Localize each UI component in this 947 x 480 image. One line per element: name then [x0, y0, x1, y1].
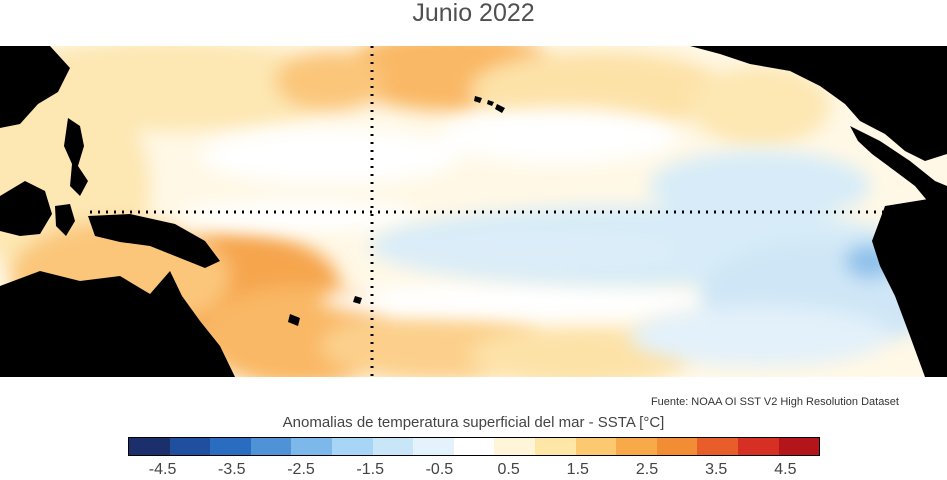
- colorbar-tick-label: -3.5: [218, 461, 246, 478]
- colorbar-swatch: [250, 438, 292, 455]
- colorbar-tick-label: -2.5: [287, 461, 315, 478]
- colorbar-swatch: [331, 438, 373, 455]
- colorbar-swatch: [169, 438, 211, 455]
- neutral-anomaly-regions: [180, 108, 720, 319]
- colorbar-swatch: [697, 438, 738, 455]
- colorbar-tick-label: -0.5: [425, 461, 454, 478]
- colorbar-swatch: [453, 438, 495, 455]
- colorbar-tick-label: 0.5: [497, 461, 520, 478]
- colorbar-swatch: [129, 438, 170, 455]
- colorbar: [128, 437, 820, 456]
- colorbar-swatch: [372, 438, 414, 455]
- colorbar-swatch: [656, 438, 698, 455]
- colorbar-swatch: [413, 438, 454, 455]
- colorbar-tick-label: 2.5: [635, 461, 659, 478]
- colorbar-tick-label: -1.5: [356, 461, 384, 478]
- colorbar-tick-label: 1.5: [566, 461, 589, 478]
- colorbar-swatch: [575, 438, 617, 455]
- cool-anomaly-regions: [370, 151, 940, 366]
- land-masses: [0, 46, 947, 377]
- map-title: Junio 2022: [412, 0, 535, 27]
- colorbar-swatch: [616, 438, 657, 455]
- colorbar-swatch: [534, 438, 576, 455]
- colorbar-swatch: [210, 438, 251, 455]
- colorbar-tick-label: 3.5: [705, 461, 728, 478]
- colorbar-swatch: [778, 438, 820, 455]
- sst-anomaly-map: Fuente: NOAA OI SST V2 High Resolution D…: [0, 46, 947, 408]
- colorbar-tick-label: 4.5: [774, 461, 797, 478]
- colorbar-tick-label: -4.5: [148, 461, 177, 478]
- colorbar-title: Anomalias de temperatura superficial del…: [282, 414, 665, 431]
- data-source-note: Fuente: NOAA OI SST V2 High Resolution D…: [650, 396, 899, 408]
- colorbar-swatch: [494, 438, 535, 455]
- map-canvas: [0, 46, 947, 377]
- colorbar-swatch: [291, 438, 332, 455]
- colorbar-swatch: [737, 438, 779, 455]
